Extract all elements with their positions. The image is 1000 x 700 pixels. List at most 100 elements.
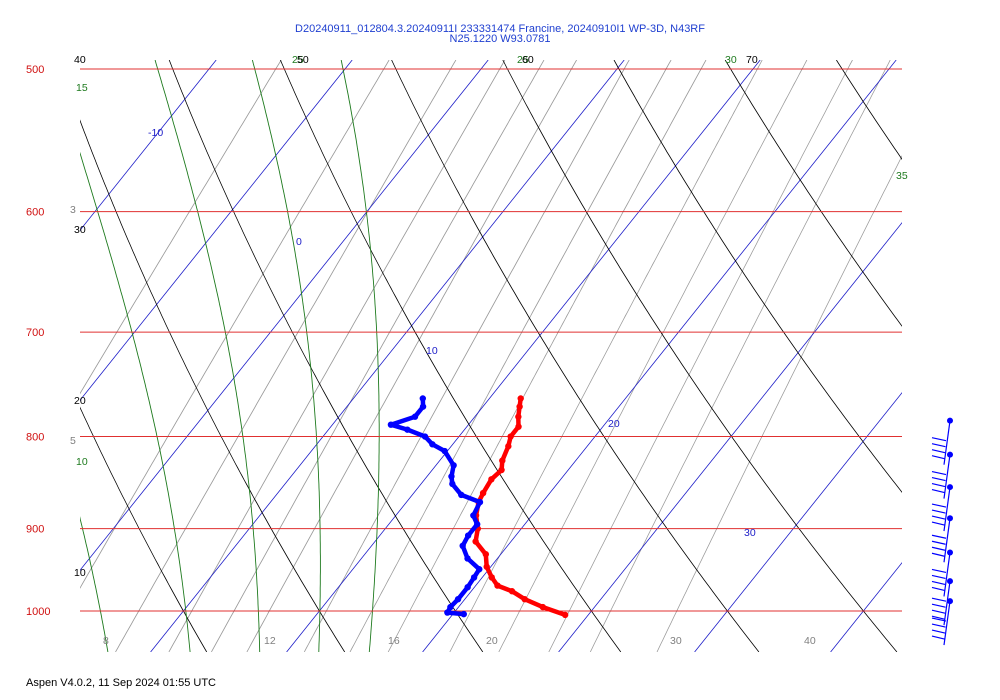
temperature-point	[516, 403, 523, 410]
temperature-point	[479, 489, 487, 497]
moist-adiabat-label-5: 10	[76, 456, 88, 468]
mixing-ratio-line-8	[387, 60, 707, 652]
pressure-label-600: 600	[26, 207, 44, 219]
wind-barb	[931, 578, 953, 626]
dewpoint-point	[464, 555, 471, 562]
mixing-ratio-label-6: 30	[670, 635, 682, 647]
mixing-ratio-label-3: 12	[264, 635, 276, 647]
temperature-point	[498, 466, 505, 474]
moist-adiabat-label-3: 30	[725, 54, 737, 66]
pressure-label-700: 700	[26, 327, 44, 339]
dry-adiabat-line	[613, 60, 902, 493]
dry-adiabat-line	[280, 60, 622, 652]
moist-adiabat-label-0: 15	[76, 82, 88, 94]
dewpoint-point	[464, 532, 472, 539]
moist-adiabat-label-1: 25	[292, 54, 304, 66]
mixing-ratio-label-5: 20	[486, 635, 498, 647]
isotherm-line	[150, 60, 625, 652]
dry-adiabat-label-4: 70	[746, 54, 758, 66]
dewpoint-point	[460, 610, 467, 618]
dry-adiabat-line	[948, 60, 1000, 652]
dewpoint-point	[454, 595, 462, 603]
temperature-point	[521, 595, 528, 603]
dry-adiabat-label-0: 40	[74, 54, 86, 66]
dewpoint-point	[470, 574, 478, 581]
dewpoint-point	[464, 583, 471, 591]
dry-adiabat-line	[168, 60, 484, 652]
moist-adiabat-line	[251, 60, 321, 652]
moist-adiabat-label-2: 25	[517, 54, 529, 66]
isotherm-line	[830, 562, 902, 652]
mixing-ratio-line-6	[303, 60, 630, 652]
dewpoint-point	[459, 542, 466, 550]
wind-barb	[931, 451, 953, 499]
dry-adiabat-line	[391, 60, 760, 652]
wind-barb	[931, 515, 953, 563]
dewpoint-profile-line	[388, 396, 483, 617]
mixing-ratio-line-11	[548, 60, 853, 652]
wind-barb	[931, 484, 953, 532]
dewpoint-point	[404, 426, 411, 433]
footer-version: Aspen V4.0.2, 11 Sep 2024 01:55 UTC	[26, 677, 216, 689]
mixing-ratio-line-12	[589, 60, 891, 652]
isotherm-label-0: -10	[148, 127, 163, 139]
mixing-ratio-line-3	[168, 60, 506, 652]
dewpoint-point	[441, 447, 448, 455]
dewpoint-point	[444, 609, 451, 616]
temperature-point	[499, 457, 506, 464]
dewpoint-point	[476, 498, 484, 506]
mixing-ratio-label-7: 40	[804, 635, 816, 647]
temperature-point	[515, 423, 522, 430]
mixing-ratio-line-0	[80, 60, 282, 395]
isotherm-line	[694, 392, 902, 652]
dewpoint-point	[447, 603, 454, 611]
temperature-point	[472, 538, 479, 545]
pressure-label-800: 800	[26, 432, 44, 444]
isotherm-line	[80, 60, 81, 61]
moist-adiabat-line	[340, 60, 380, 652]
isotherm-label-2: 10	[426, 345, 438, 357]
dry-adiabat-label-3: 10	[74, 567, 86, 579]
temperature-point	[488, 476, 495, 483]
temperature-point	[488, 574, 495, 581]
mixing-ratio-line-1	[80, 60, 390, 589]
wind-barb	[931, 549, 953, 597]
mixing-ratio-line-2	[115, 60, 457, 652]
dewpoint-point	[473, 521, 481, 528]
dry-adiabat-line	[80, 119, 346, 652]
pressure-label-500: 500	[26, 64, 44, 76]
mixing-ratio-line-10	[498, 60, 808, 652]
dewpoint-point	[387, 421, 395, 428]
dewpoint-point	[449, 480, 456, 488]
mixing-ratio-line-7	[349, 60, 672, 652]
mixing-ratio-line-9	[449, 60, 763, 652]
mixing-ratio-label-2: 8	[103, 635, 109, 647]
dewpoint-point	[421, 433, 429, 440]
dewpoint-point	[448, 473, 455, 480]
temperature-point	[505, 443, 512, 450]
top-label-1: 60	[522, 54, 534, 66]
isotherm-line	[80, 60, 353, 401]
temperature-point	[482, 551, 490, 558]
temperature-point	[561, 611, 569, 619]
temperature-point	[507, 433, 514, 440]
mixing-ratio-label-4: 16	[388, 635, 400, 647]
mixing-ratio-line-4	[211, 60, 545, 652]
dewpoint-point	[411, 413, 419, 420]
temperature-point	[515, 413, 522, 420]
temperature-point	[494, 582, 501, 589]
chart-title-line2: N25.1220 W93.0781	[449, 33, 551, 45]
dewpoint-point	[419, 403, 427, 410]
moist-adiabat-label-4: 35	[896, 170, 908, 182]
top-label-0: 50	[297, 54, 309, 66]
mixing-ratio-line-13	[656, 155, 902, 652]
dewpoint-point	[419, 395, 426, 402]
dry-adiabat-line	[836, 60, 902, 160]
dewpoint-point	[458, 491, 465, 499]
isotherm-line	[286, 60, 761, 652]
dewpoint-point	[429, 441, 436, 448]
wind-barb	[931, 417, 953, 465]
isotherm-line	[558, 222, 902, 652]
dry-adiabat-line	[80, 406, 208, 652]
